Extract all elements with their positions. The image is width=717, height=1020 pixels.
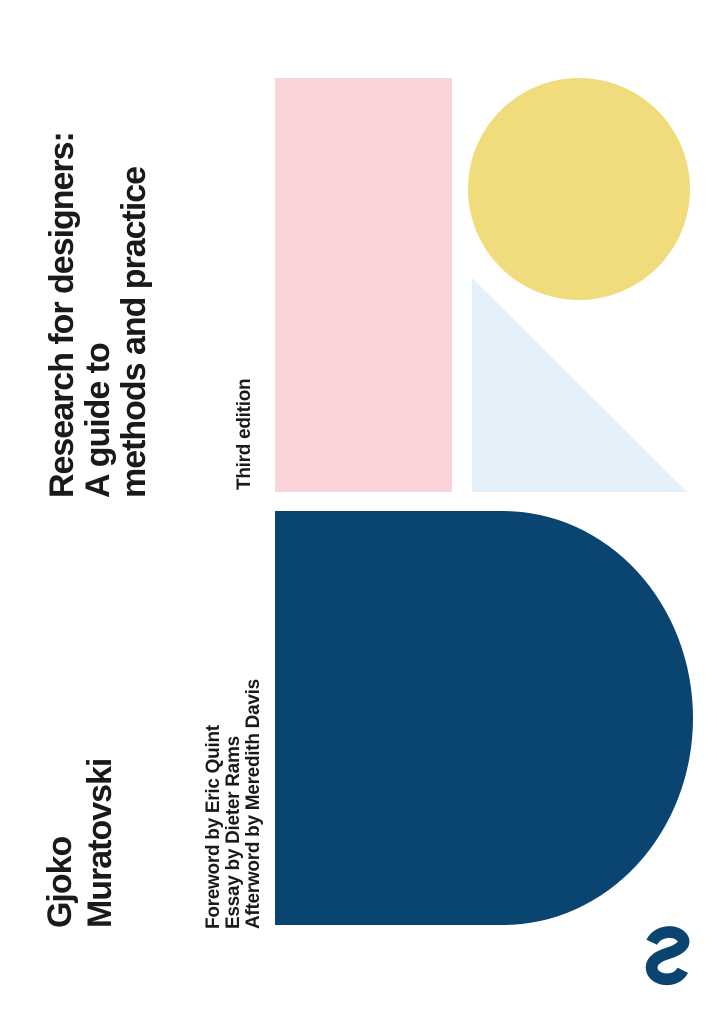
credit-line-afterword: Afterword by Meredith Davis [243, 679, 264, 929]
navy-d-shape [275, 511, 693, 925]
credit-line-essay: Essay by Dieter Rams [223, 736, 244, 929]
book-title: Research for designers: A guide to metho… [43, 132, 153, 498]
pink-rectangle-shape [275, 78, 452, 492]
sage-s-logo-icon [644, 926, 690, 986]
title-line-2: A guide to [79, 343, 117, 498]
author-name: Gjoko Muratovski [40, 759, 120, 928]
author-line-1: Gjoko [41, 836, 79, 928]
contributor-credits: Foreword by Eric Quint Essay by Dieter R… [203, 679, 264, 929]
title-line-3: methods and practice [115, 166, 153, 498]
credit-line-foreword: Foreword by Eric Quint [203, 725, 224, 929]
yellow-circle-shape [468, 78, 690, 300]
blue-triangle-shape [472, 278, 687, 492]
author-line-2: Muratovski [81, 758, 119, 928]
edition-label: Third edition [234, 378, 255, 490]
title-line-1: Research for designers: [43, 132, 81, 498]
